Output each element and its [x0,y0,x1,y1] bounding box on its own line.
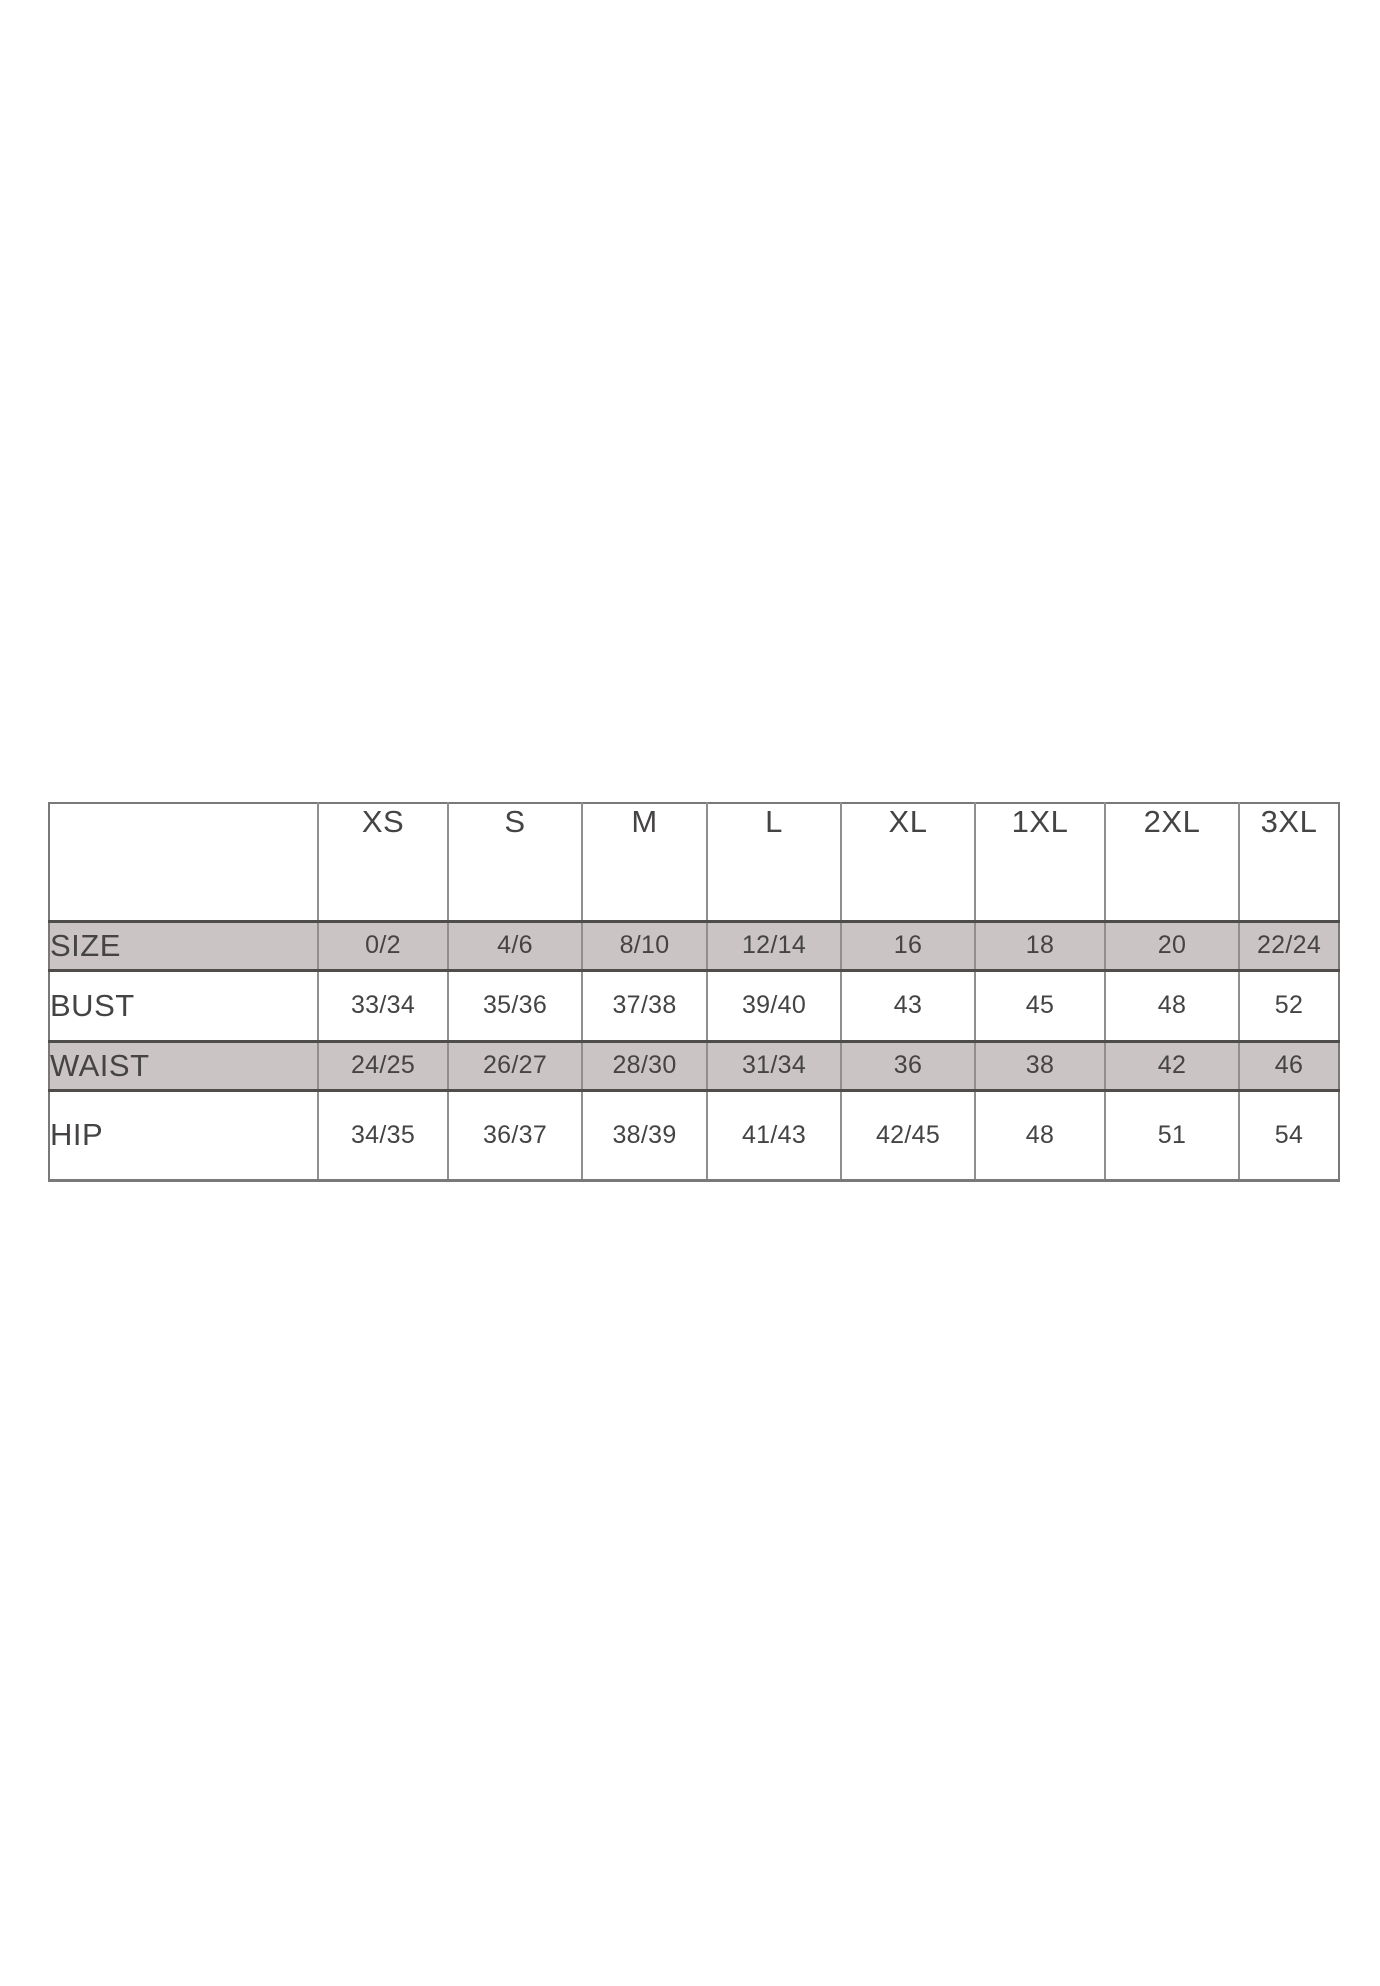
size-header-row: XS S M L XL 1XL 2XL 3XL [48,802,1340,923]
cell-size-2xl: 20 [1104,919,1240,972]
header-3xl: 3XL [1238,802,1340,923]
corner-cell [48,802,319,923]
table-row-hip: HIP 34/35 36/37 38/39 41/43 42/45 48 51 … [48,1088,1340,1182]
cell-waist-l: 31/34 [706,1039,842,1092]
row-label-size: SIZE [48,919,319,972]
cell-waist-s: 26/27 [447,1039,583,1092]
table-row-bust: BUST 33/34 35/36 37/38 39/40 43 45 48 52 [48,968,1340,1043]
cell-size-m: 8/10 [581,919,708,972]
cell-bust-l: 39/40 [706,968,842,1043]
header-m: M [581,802,708,923]
size-chart-table: XS S M L XL 1XL 2XL 3XL SIZE 0/2 4/6 8/1… [48,802,1340,1182]
cell-waist-3xl: 46 [1238,1039,1340,1092]
header-s: S [447,802,583,923]
cell-waist-xl: 36 [840,1039,976,1092]
cell-bust-1xl: 45 [974,968,1106,1043]
cell-bust-xl: 43 [840,968,976,1043]
cell-hip-xs: 34/35 [317,1088,449,1182]
cell-waist-1xl: 38 [974,1039,1106,1092]
header-xs: XS [317,802,449,923]
cell-hip-m: 38/39 [581,1088,708,1182]
cell-bust-2xl: 48 [1104,968,1240,1043]
cell-hip-2xl: 51 [1104,1088,1240,1182]
table-row-waist: WAIST 24/25 26/27 28/30 31/34 36 38 42 4… [48,1039,1340,1092]
cell-hip-l: 41/43 [706,1088,842,1182]
cell-size-1xl: 18 [974,919,1106,972]
header-l: L [706,802,842,923]
cell-size-3xl: 22/24 [1238,919,1340,972]
row-label-waist: WAIST [48,1039,319,1092]
cell-hip-1xl: 48 [974,1088,1106,1182]
cell-size-xs: 0/2 [317,919,449,972]
cell-size-xl: 16 [840,919,976,972]
header-1xl: 1XL [974,802,1106,923]
cell-bust-s: 35/36 [447,968,583,1043]
cell-waist-2xl: 42 [1104,1039,1240,1092]
cell-hip-s: 36/37 [447,1088,583,1182]
cell-bust-m: 37/38 [581,968,708,1043]
header-2xl: 2XL [1104,802,1240,923]
header-xl: XL [840,802,976,923]
row-label-bust: BUST [48,968,319,1043]
table-row-size: SIZE 0/2 4/6 8/10 12/14 16 18 20 22/24 [48,919,1340,972]
cell-waist-xs: 24/25 [317,1039,449,1092]
cell-bust-3xl: 52 [1238,968,1340,1043]
cell-waist-m: 28/30 [581,1039,708,1092]
cell-hip-xl: 42/45 [840,1088,976,1182]
cell-size-l: 12/14 [706,919,842,972]
cell-size-s: 4/6 [447,919,583,972]
row-label-hip: HIP [48,1088,319,1182]
cell-bust-xs: 33/34 [317,968,449,1043]
cell-hip-3xl: 54 [1238,1088,1340,1182]
